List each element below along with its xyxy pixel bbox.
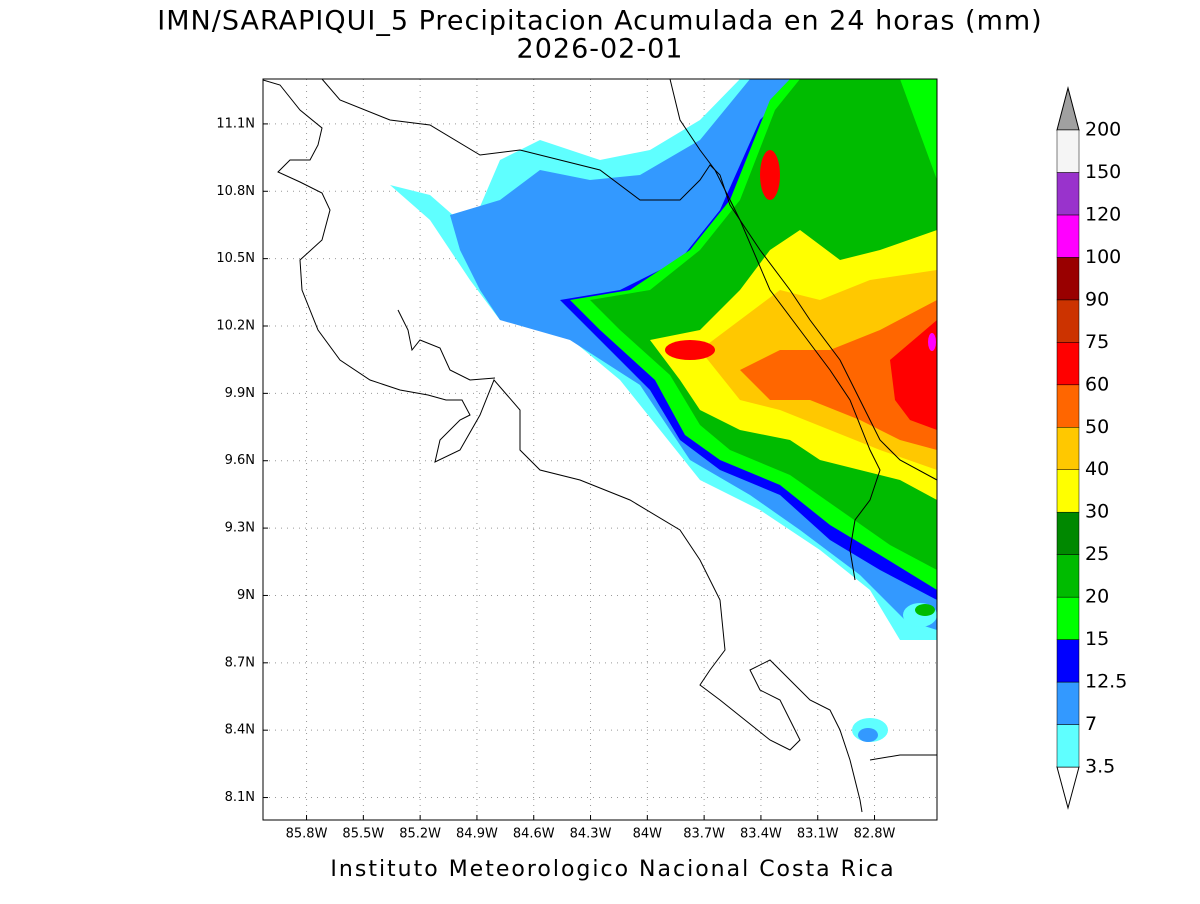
- footer: Instituto Meteorologico Nacional Costa R…: [330, 857, 895, 882]
- colorbar-label: 200: [1085, 119, 1121, 141]
- colorbar-box: [1056, 427, 1080, 470]
- x-tick-label: 84W: [633, 827, 663, 842]
- colorbar-box: [1056, 554, 1080, 598]
- y-tick-label: 9.6N: [225, 453, 255, 468]
- colorbar-label: 30: [1085, 501, 1109, 523]
- x-tick-label: 84.3W: [570, 827, 612, 842]
- y-tick-label: 11.1N: [216, 116, 255, 131]
- colorbar-box: [1056, 511, 1080, 555]
- x-tick-label: 84.9W: [456, 827, 498, 842]
- colorbar-label: 150: [1085, 161, 1121, 183]
- coastlines: [263, 79, 937, 813]
- colorbar-box: [1056, 172, 1080, 216]
- colorbar-box: [1056, 257, 1080, 301]
- x-tick-label: 83.7W: [683, 827, 725, 842]
- precip-area: [890, 320, 937, 430]
- colorbar-box: [1056, 469, 1080, 513]
- colorbar-label: 100: [1085, 246, 1121, 268]
- colorbar-box: [1056, 681, 1080, 725]
- x-tick-label: 83.1W: [797, 827, 839, 842]
- x-tick-label: 85.8W: [286, 827, 328, 842]
- x-tick-label: 85.5W: [342, 827, 384, 842]
- precip-area: [740, 300, 937, 450]
- y-tick-label: 9.3N: [225, 521, 255, 536]
- precip-area: [858, 728, 878, 742]
- y-tick-label: 8.7N: [225, 655, 255, 670]
- colorbar-box: [1056, 129, 1080, 173]
- colorbar-box: [1056, 639, 1080, 683]
- title: IMN/SARAPIQUI_5 Precipitacion Acumulada …: [157, 6, 1042, 37]
- nicoya-coast: [397, 309, 496, 381]
- x-tick-label: 83.4W: [740, 827, 782, 842]
- colorbar-label: 25: [1085, 543, 1109, 565]
- precip-area: [760, 150, 780, 200]
- colorbar-box: [1056, 342, 1080, 386]
- x-tick-label: 84.6W: [513, 827, 555, 842]
- y-tick-label: 9N: [237, 588, 255, 603]
- axis-labels: 85.8W 85.5W 85.2W 84.9W 84.6W 84.3W 84W 83.7W 83…: [216, 116, 895, 841]
- caribbean-coast: [321, 79, 937, 481]
- x-tick-label: 82.8W: [854, 827, 896, 842]
- colorbar-box: [1056, 384, 1080, 428]
- colorbar-label: 50: [1085, 416, 1109, 438]
- y-tick-label: 9.9N: [225, 386, 255, 401]
- colorbar-box: [1056, 724, 1080, 768]
- colorbar-label: 60: [1085, 373, 1109, 395]
- colorbar-over: [1056, 86, 1080, 131]
- precip-area: [915, 604, 935, 616]
- colorbar-label: 3.5: [1085, 756, 1115, 778]
- colorbar-box: [1056, 214, 1080, 258]
- y-tick-label: 10.8N: [216, 184, 255, 199]
- colorbar-label: 40: [1085, 458, 1109, 480]
- colorbar-label: 20: [1085, 586, 1109, 608]
- colorbar-label: 7: [1085, 713, 1097, 735]
- precip-area: [928, 333, 936, 351]
- y-tick-label: 10.2N: [216, 319, 255, 334]
- x-tick-label: 85.2W: [399, 827, 441, 842]
- panama-coast: [869, 754, 937, 761]
- y-tick-label: 8.1N: [225, 790, 255, 805]
- colorbar-label: 15: [1085, 628, 1109, 650]
- colorbar: 3.5 7 12.5 15 20 25 30 40 50 60 75 90 100 120 150 200: [1056, 86, 1127, 810]
- map-frame: [262, 78, 938, 821]
- pacific-coast: [263, 79, 863, 813]
- subtitle: 2026-02-01: [517, 34, 684, 65]
- border: [669, 79, 881, 581]
- precip-area: [665, 340, 715, 360]
- colorbar-box: [1056, 596, 1080, 640]
- y-tick-label: 10.5N: [216, 251, 255, 266]
- colorbar-label: 75: [1085, 331, 1109, 353]
- precipitation-field: [390, 79, 937, 742]
- colorbar-label: 90: [1085, 288, 1109, 310]
- colorbar-label: 12.5: [1085, 671, 1127, 693]
- y-tick-label: 8.4N: [225, 723, 255, 738]
- colorbar-label: 120: [1085, 203, 1121, 225]
- colorbar-under: [1056, 766, 1080, 810]
- colorbar-box: [1056, 299, 1080, 343]
